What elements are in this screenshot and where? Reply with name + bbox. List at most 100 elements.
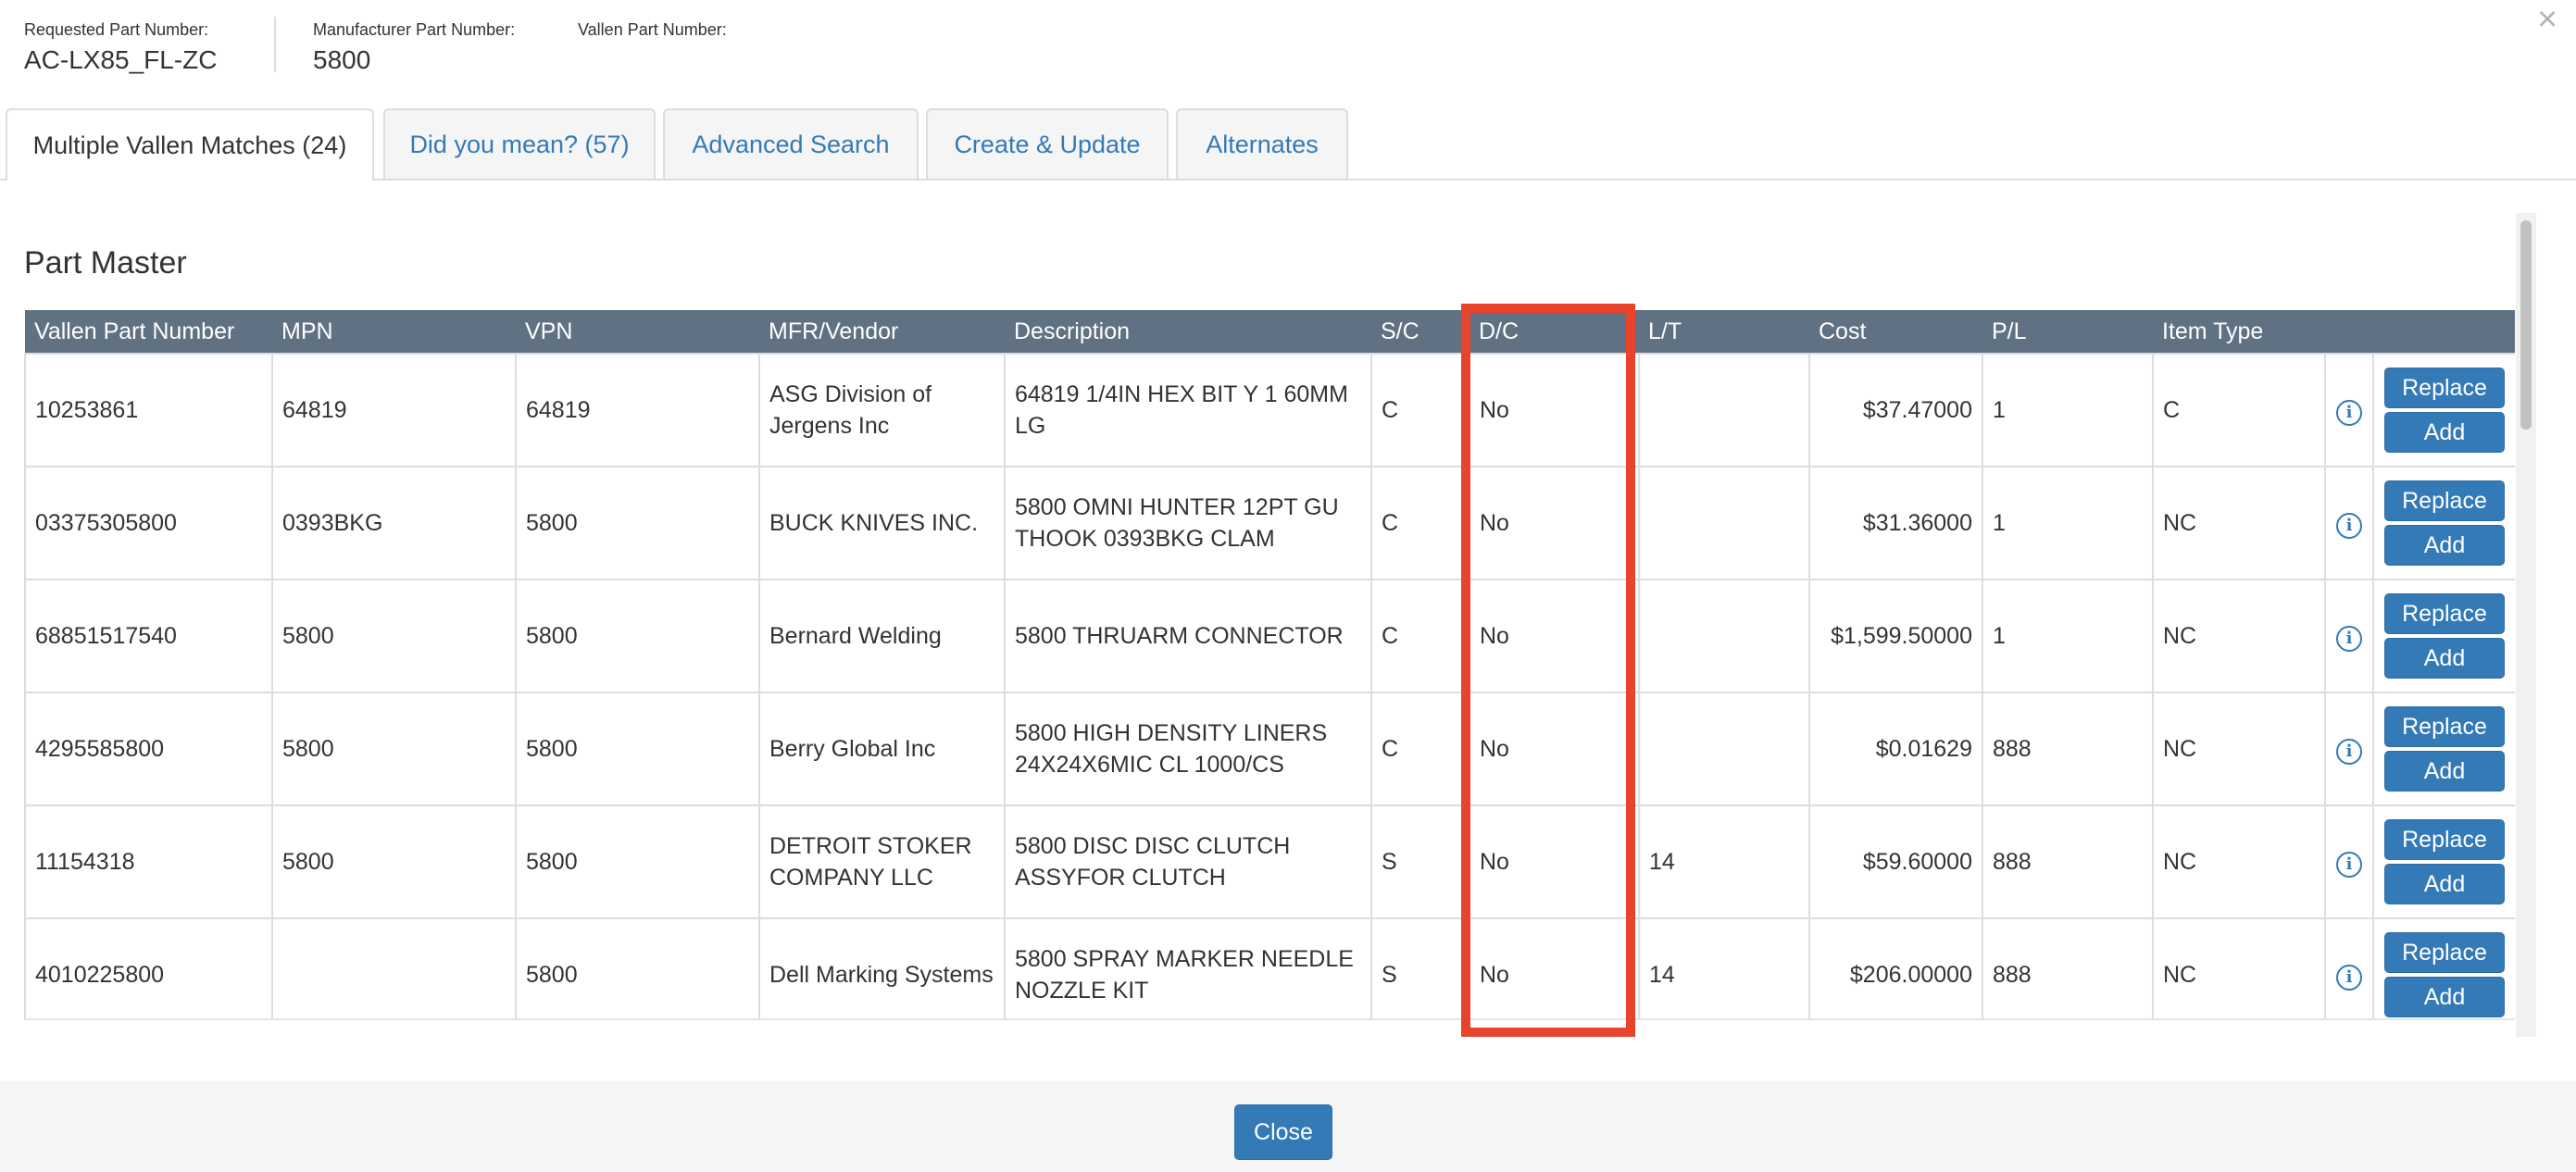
header-divider bbox=[274, 17, 276, 72]
cell-vallen-part-number: 4010225800 bbox=[24, 917, 273, 1018]
cell-sc: C bbox=[1370, 692, 1470, 806]
tab-alternates[interactable]: Alternates bbox=[1176, 108, 1348, 179]
cell-actions: Replace Add bbox=[2372, 917, 2515, 1018]
column-header[interactable]: Cost bbox=[1809, 310, 1982, 354]
cell-dc: No bbox=[1469, 579, 1640, 693]
cell-info: i bbox=[2324, 917, 2374, 1018]
column-header[interactable]: VPN bbox=[516, 310, 759, 354]
table-scrollbar[interactable] bbox=[2516, 213, 2536, 1037]
add-button[interactable]: Add bbox=[2384, 864, 2505, 904]
add-button[interactable]: Add bbox=[2384, 751, 2505, 792]
manufacturer-part-number: Manufacturer Part Number: 5800 bbox=[313, 20, 515, 75]
cell-item-type: NC bbox=[2152, 692, 2326, 806]
table-row: 03375305800 0393BKG 5800 BUCK KNIVES INC… bbox=[24, 466, 2515, 580]
replace-button[interactable]: Replace bbox=[2384, 932, 2505, 973]
cell-item-type: NC bbox=[2152, 579, 2326, 693]
add-button[interactable]: Add bbox=[2384, 525, 2505, 566]
cell-description: 5800 DISC DISC CLUTCH ASSYFOR CLUTCH bbox=[1004, 804, 1372, 919]
info-icon[interactable]: i bbox=[2336, 513, 2362, 539]
column-header[interactable]: P/L bbox=[1982, 310, 2153, 354]
add-button[interactable]: Add bbox=[2384, 638, 2505, 679]
cell-description: 5800 HIGH DENSITY LINERS 24X24X6MIC CL 1… bbox=[1004, 692, 1372, 806]
cell-vendor: Berry Global Inc bbox=[758, 692, 1006, 806]
cell-lt bbox=[1638, 692, 1810, 806]
cell-actions: Replace Add bbox=[2372, 353, 2515, 468]
cell-description: 5800 OMNI HUNTER 12PT GU THOOK 0393BKG C… bbox=[1004, 466, 1372, 580]
cell-lt bbox=[1638, 579, 1810, 693]
column-header[interactable]: D/C bbox=[1469, 310, 1639, 354]
column-header[interactable]: S/C bbox=[1371, 310, 1469, 354]
replace-button[interactable]: Replace bbox=[2384, 819, 2505, 860]
cell-dc: No bbox=[1469, 692, 1640, 806]
modal-header: Requested Part Number: AC-LX85_FL-ZC Man… bbox=[0, 0, 2576, 93]
requested-part-number-value: AC-LX85_FL-ZC bbox=[24, 45, 218, 74]
cell-dc: No bbox=[1469, 353, 1640, 468]
cell-vendor: Dell Marking Systems bbox=[758, 917, 1006, 1018]
tab-create-update[interactable]: Create & Update bbox=[926, 108, 1169, 179]
info-icon[interactable]: i bbox=[2336, 626, 2362, 652]
cell-vpn: 5800 bbox=[515, 804, 760, 919]
cell-cost: $59.60000 bbox=[1808, 804, 1983, 919]
info-icon[interactable]: i bbox=[2336, 852, 2362, 878]
info-icon[interactable]: i bbox=[2336, 739, 2362, 765]
replace-button[interactable]: Replace bbox=[2384, 368, 2505, 408]
column-header[interactable]: Item Type bbox=[2153, 310, 2325, 354]
cell-item-type: NC bbox=[2152, 917, 2326, 1018]
column-header[interactable]: MPN bbox=[272, 310, 516, 354]
section-title: Part Master bbox=[24, 245, 187, 281]
cell-mpn: 5800 bbox=[271, 692, 517, 806]
cell-vendor: ASG Division of Jergens Inc bbox=[758, 353, 1006, 468]
cell-info: i bbox=[2324, 466, 2374, 580]
close-button[interactable]: Close bbox=[1234, 1104, 1332, 1160]
cell-item-type: NC bbox=[2152, 466, 2326, 580]
replace-button[interactable]: Replace bbox=[2384, 480, 2505, 521]
requested-part-number: Requested Part Number: AC-LX85_FL-ZC bbox=[24, 20, 218, 75]
tab-advanced-search[interactable]: Advanced Search bbox=[663, 108, 919, 179]
cell-vendor: Bernard Welding bbox=[758, 579, 1006, 693]
cell-mpn: 5800 bbox=[271, 579, 517, 693]
table-row: 10253861 64819 64819 ASG Division of Jer… bbox=[24, 353, 2515, 468]
cell-info: i bbox=[2324, 804, 2374, 919]
cell-info: i bbox=[2324, 353, 2374, 468]
add-button[interactable]: Add bbox=[2384, 412, 2505, 453]
cell-vpn: 5800 bbox=[515, 579, 760, 693]
tab-did-you-mean[interactable]: Did you mean? (57) bbox=[383, 108, 656, 179]
column-header[interactable]: Vallen Part Number bbox=[25, 310, 272, 354]
tab-multiple-vallen-matches[interactable]: Multiple Vallen Matches (24) bbox=[6, 108, 374, 181]
cell-sc: S bbox=[1370, 917, 1470, 1018]
cell-description: 5800 SPRAY MARKER NEEDLE NOZZLE KIT bbox=[1004, 917, 1372, 1018]
add-button[interactable]: Add bbox=[2384, 977, 2505, 1017]
manufacturer-part-number-label: Manufacturer Part Number: bbox=[313, 20, 516, 39]
column-header[interactable]: MFR/Vendor bbox=[759, 310, 1005, 354]
scrollbar-thumb[interactable] bbox=[2520, 220, 2532, 430]
cell-vpn: 5800 bbox=[515, 692, 760, 806]
info-icon[interactable]: i bbox=[2336, 400, 2362, 426]
table-row: 4010225800 5800 Dell Marking Systems 580… bbox=[24, 917, 2515, 1018]
cell-info: i bbox=[2324, 579, 2374, 693]
cell-vpn: 64819 bbox=[515, 353, 760, 468]
close-icon[interactable]: × bbox=[2537, 0, 2558, 39]
cell-lt bbox=[1638, 353, 1810, 468]
part-master-table-container[interactable]: Vallen Part Number MPN VPN MFR/Vendor De… bbox=[24, 310, 2515, 1020]
vallen-part-number-label: Vallen Part Number: bbox=[578, 20, 727, 39]
cell-pl: 888 bbox=[1982, 917, 2154, 1018]
replace-button[interactable]: Replace bbox=[2384, 706, 2505, 747]
cell-vallen-part-number: 68851517540 bbox=[24, 579, 273, 693]
cell-actions: Replace Add bbox=[2372, 692, 2515, 806]
cell-vpn: 5800 bbox=[515, 466, 760, 580]
cell-vendor: BUCK KNIVES INC. bbox=[758, 466, 1006, 580]
cell-dc: No bbox=[1469, 804, 1640, 919]
column-header[interactable]: Description bbox=[1005, 310, 1371, 354]
cell-lt bbox=[1638, 466, 1810, 580]
cell-actions: Replace Add bbox=[2372, 466, 2515, 580]
cell-sc: C bbox=[1370, 466, 1470, 580]
info-icon[interactable]: i bbox=[2336, 965, 2362, 991]
replace-button[interactable]: Replace bbox=[2384, 593, 2505, 634]
column-header[interactable]: L/T bbox=[1639, 310, 1809, 354]
tab-bar: Multiple Vallen Matches (24) Did you mea… bbox=[0, 108, 2576, 181]
cell-sc: C bbox=[1370, 579, 1470, 693]
cell-vallen-part-number: 4295585800 bbox=[24, 692, 273, 806]
cell-mpn bbox=[271, 917, 517, 1018]
cell-vallen-part-number: 10253861 bbox=[24, 353, 273, 468]
table-row: 4295585800 5800 5800 Berry Global Inc 58… bbox=[24, 692, 2515, 806]
